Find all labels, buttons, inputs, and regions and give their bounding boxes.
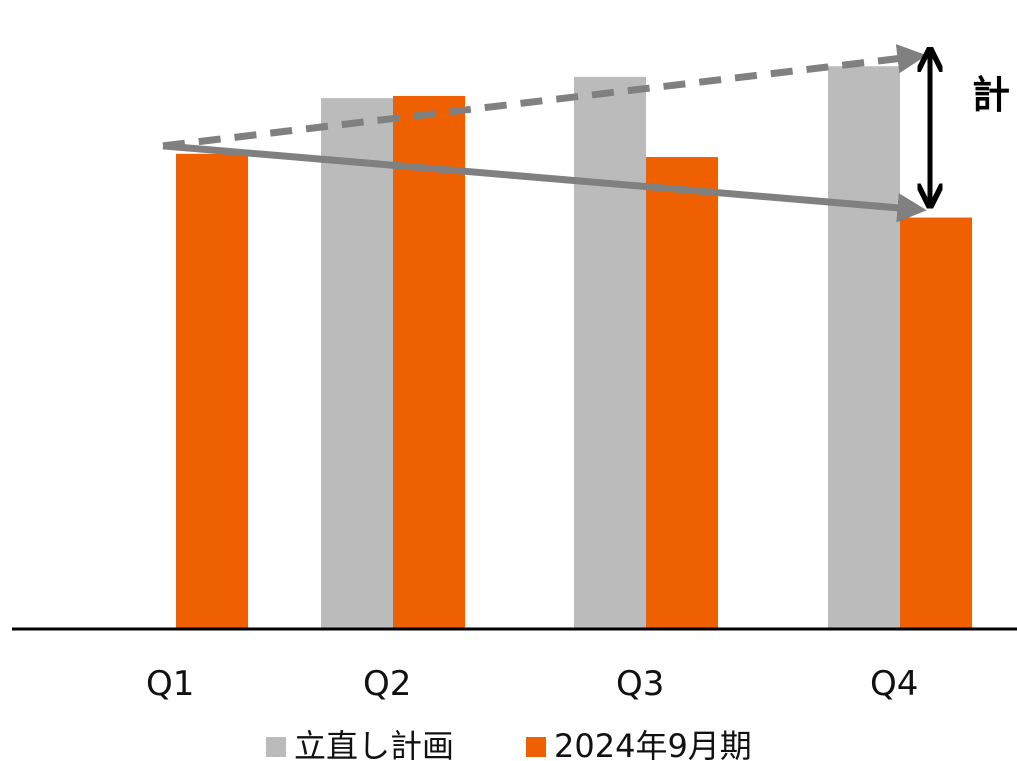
legend-swatch-plan: [266, 737, 286, 757]
bar-actual-q3: [646, 157, 718, 629]
x-tick-label-q2: Q2: [363, 664, 411, 704]
bar-plan-q4: [828, 66, 900, 629]
actual-trend-arrow: [162, 142, 927, 223]
x-tick-labels: Q1 Q2 Q3 Q4: [146, 664, 918, 704]
x-tick-label-q1: Q1: [146, 664, 194, 704]
bars-group: [176, 66, 972, 629]
bar-plan-q3: [574, 76, 646, 629]
bar-actual-q4: [900, 217, 972, 629]
legend-swatch-actual: [526, 737, 546, 757]
legend: 立直し計画 2024年9月期: [266, 727, 752, 761]
bar-actual-q2: [393, 95, 465, 629]
legend-label-actual: 2024年9月期: [554, 727, 752, 761]
x-tick-label-q4: Q4: [870, 664, 918, 704]
bar-actual-q1: [176, 153, 248, 629]
gap-label: 計: [972, 73, 1010, 117]
plan-trend-arrow: [162, 44, 927, 150]
legend-label-plan: 立直し計画: [294, 727, 454, 761]
bar-plan-q2: [321, 98, 393, 629]
x-tick-label-q3: Q3: [616, 664, 664, 704]
